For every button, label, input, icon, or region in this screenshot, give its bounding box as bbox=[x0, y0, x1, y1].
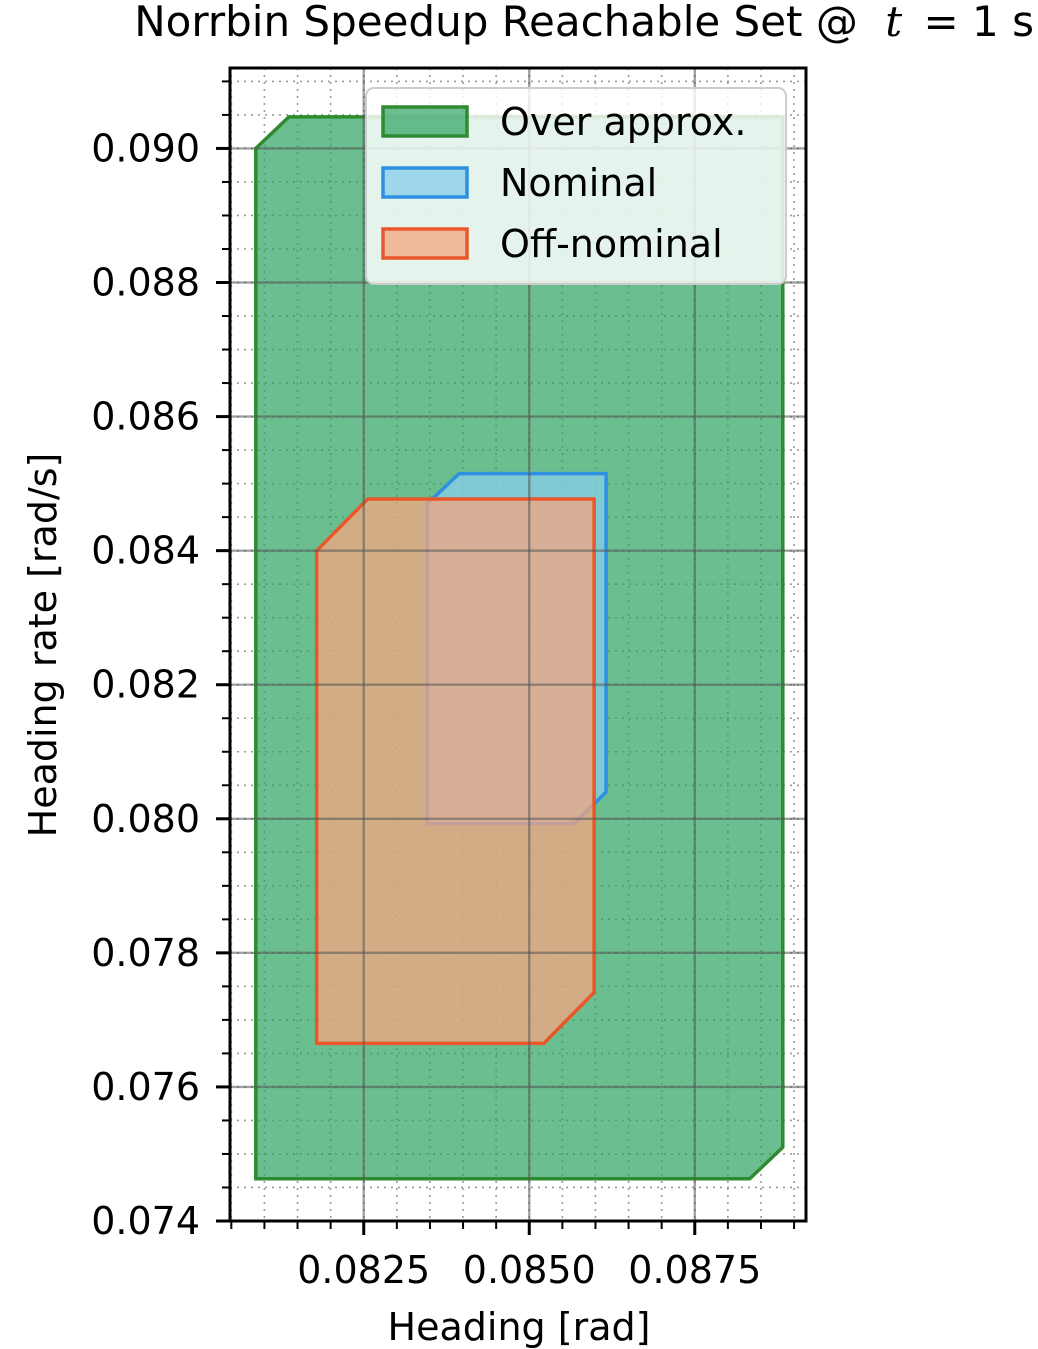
tick-labels: 0.0825 0.0850 0.0875 0.074 0.076 0.078 0.080 0.… bbox=[91, 126, 761, 1292]
y-tick-label: 0.086 bbox=[91, 395, 200, 439]
plot-frame bbox=[228, 66, 808, 1223]
axes bbox=[216, 66, 808, 1235]
x-tick-label: 0.0875 bbox=[628, 1248, 761, 1292]
legend-swatch-0 bbox=[381, 105, 469, 138]
x-tick-label: 0.0850 bbox=[463, 1248, 596, 1292]
y-tick-label: 0.084 bbox=[91, 529, 200, 573]
series-polygon-2 bbox=[314, 497, 596, 1046]
y-tick-label: 0.090 bbox=[91, 126, 200, 170]
chart-title-variable: t bbox=[885, 0, 902, 46]
x-axis-label: Heading [rad] bbox=[388, 1305, 651, 1349]
x-tick-label: 0.0825 bbox=[297, 1248, 430, 1292]
y-tick-label: 0.076 bbox=[91, 1065, 200, 1109]
y-tick-label: 0.074 bbox=[91, 1199, 200, 1243]
legend-label-2: Off-nominal bbox=[500, 222, 723, 266]
y-tick-label: 0.088 bbox=[91, 261, 200, 305]
y-axis-label: Heading rate [rad/s] bbox=[21, 453, 65, 838]
series-layer bbox=[230, 68, 806, 1223]
legend-label-0: Over approx. bbox=[500, 100, 746, 144]
legend-swatch-2 bbox=[381, 227, 469, 260]
legend-box bbox=[365, 87, 787, 285]
chart-title: Norrbin Speedup Reachable Set @ t = 1 s bbox=[134, 0, 1034, 46]
legend: Over approx. Nominal Off-nominal bbox=[365, 87, 787, 285]
y-tick-label: 0.078 bbox=[91, 931, 200, 975]
chart-title-prefix: Norrbin Speedup Reachable Set @ bbox=[134, 0, 858, 46]
legend-label-1: Nominal bbox=[500, 161, 657, 205]
y-tick-label: 0.080 bbox=[91, 797, 200, 841]
chart-title-suffix: = 1 s bbox=[924, 0, 1035, 46]
y-tick-label: 0.082 bbox=[91, 663, 200, 707]
legend-swatch-1 bbox=[381, 166, 469, 199]
